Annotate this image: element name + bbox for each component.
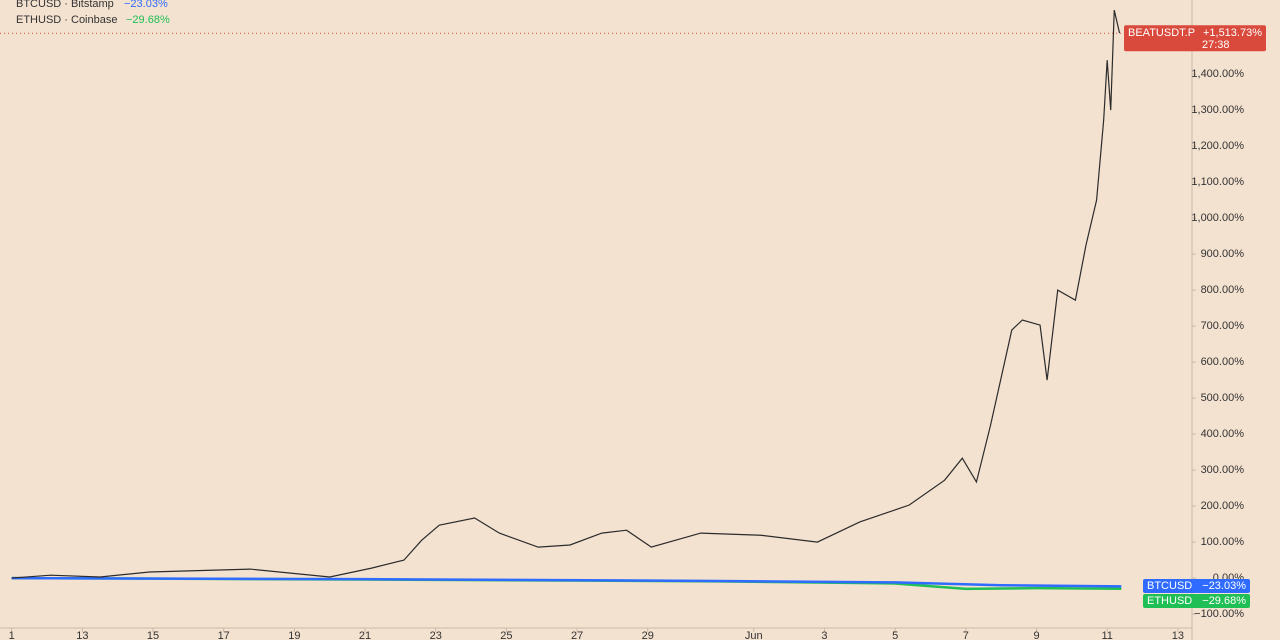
x-tick-label: 21 <box>359 630 371 640</box>
badge <box>1143 579 1250 593</box>
x-tick-label: 3 <box>821 630 827 640</box>
y-tick-label: 800.00% <box>1201 284 1245 296</box>
badge-value: −29.68% <box>1202 595 1246 607</box>
x-tick-label: 15 <box>147 630 159 640</box>
y-tick-label: 1,200.00% <box>1191 140 1244 152</box>
x-tick-label: 9 <box>1033 630 1039 640</box>
x-tick-label: 25 <box>500 630 512 640</box>
y-tick-label: 600.00% <box>1201 356 1245 368</box>
x-tick-label: 11 <box>1101 630 1112 640</box>
x-tick-label: 7 <box>963 630 969 640</box>
line-series <box>11 576 1122 588</box>
y-tick-label: 1,000.00% <box>1191 212 1244 224</box>
y-tick-label: 200.00% <box>1201 500 1245 512</box>
badge-name: BTCUSD <box>1147 580 1192 592</box>
y-tick-label: 1,400.00% <box>1191 68 1244 80</box>
badge-value: +1,513.73% <box>1203 27 1262 39</box>
x-tick-label: 23 <box>430 630 442 640</box>
y-tick-label: 500.00% <box>1201 392 1245 404</box>
badge-value: −23.03% <box>1202 580 1246 592</box>
y-tick-label: 100.00% <box>1201 536 1245 548</box>
legend-label: BTCUSD · Bitstamp <box>16 0 114 10</box>
x-tick-label: 29 <box>642 630 654 640</box>
y-tick-label: −100.00% <box>1194 608 1244 620</box>
badge-name: BEATUSDT.P <box>1128 27 1195 39</box>
y-tick-label: 1,300.00% <box>1191 104 1244 116</box>
badge <box>1124 25 1266 52</box>
legend-value: −29.68% <box>126 14 170 26</box>
y-tick-label: 700.00% <box>1201 320 1245 332</box>
y-tick-label: 1,100.00% <box>1191 176 1244 188</box>
badge <box>1143 594 1250 608</box>
y-tick-label: 900.00% <box>1201 248 1245 260</box>
line-series <box>11 9 1121 579</box>
x-tick-label: 19 <box>288 630 300 640</box>
badge-name: ETHUSD <box>1147 595 1192 607</box>
x-tick-label: 1 <box>9 630 15 640</box>
x-tick-label: 13 <box>76 630 88 640</box>
x-tick-label: 13 <box>1172 630 1184 640</box>
y-tick-label: 400.00% <box>1201 428 1245 440</box>
legend-label: ETHUSD · Coinbase <box>16 14 117 26</box>
y-tick-label: 300.00% <box>1201 464 1245 476</box>
badge-countdown: 27:38 <box>1202 39 1230 51</box>
legend-value: −23.03% <box>124 0 168 10</box>
x-tick-label: Jun <box>745 630 763 640</box>
x-tick-label: 17 <box>218 630 230 640</box>
x-tick-label: 5 <box>892 630 898 640</box>
x-tick-label: 27 <box>571 630 583 640</box>
